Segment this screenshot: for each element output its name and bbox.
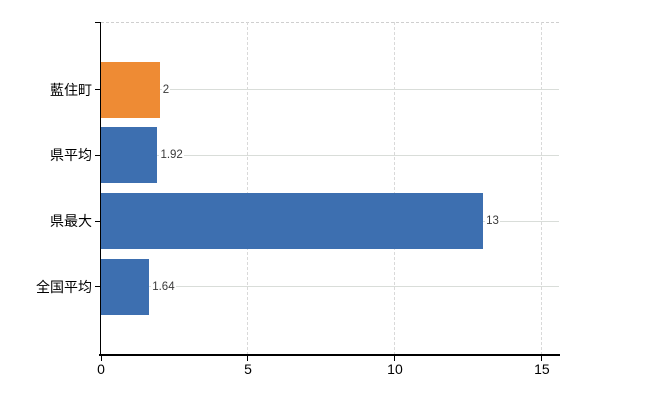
- category-label: 県最大: [50, 213, 92, 230]
- vertical-gridline: [394, 22, 396, 354]
- bar-value-label: 2: [161, 82, 171, 97]
- vertical-gridline: [541, 22, 543, 354]
- bar-value-label: 13: [485, 214, 500, 229]
- x-axis-tick-label: 15: [534, 361, 550, 377]
- plot-area: 2 1.92 13 1.64: [101, 22, 559, 354]
- bar-全国平均: [101, 258, 150, 315]
- x-axis-tick: [394, 355, 396, 361]
- y-axis-line: [99, 22, 101, 354]
- x-axis-tick: [541, 355, 543, 361]
- x-axis-line: [99, 354, 560, 356]
- x-axis-tick-label: 5: [244, 361, 252, 377]
- horizontal-gridline: [101, 89, 559, 90]
- y-axis-tick: [94, 89, 100, 90]
- y-axis-tick: [94, 154, 100, 156]
- vertical-gridline: [247, 22, 249, 354]
- x-axis-tick: [100, 355, 102, 361]
- bar-value-label: 1.92: [159, 148, 184, 163]
- y-axis-tick: [94, 286, 100, 288]
- x-axis-tick: [247, 355, 249, 361]
- category-label: 県平均: [50, 147, 92, 164]
- horizontal-gridline: [101, 286, 559, 288]
- bar-県最大: [101, 193, 484, 250]
- bar-value-label: 1.64: [151, 279, 176, 294]
- category-label: 全国平均: [36, 278, 92, 295]
- y-axis-tick: [94, 220, 100, 222]
- category-label: 藍住町: [50, 81, 92, 98]
- bar-藍住町: [101, 61, 160, 118]
- horizontal-gridline: [101, 154, 559, 156]
- bar-県平均: [101, 127, 158, 184]
- x-axis-tick-label: 0: [97, 361, 105, 377]
- x-axis-tick-label: 10: [387, 361, 403, 377]
- y-axis-top-tick: [94, 22, 100, 23]
- plot-top-border: [101, 22, 559, 23]
